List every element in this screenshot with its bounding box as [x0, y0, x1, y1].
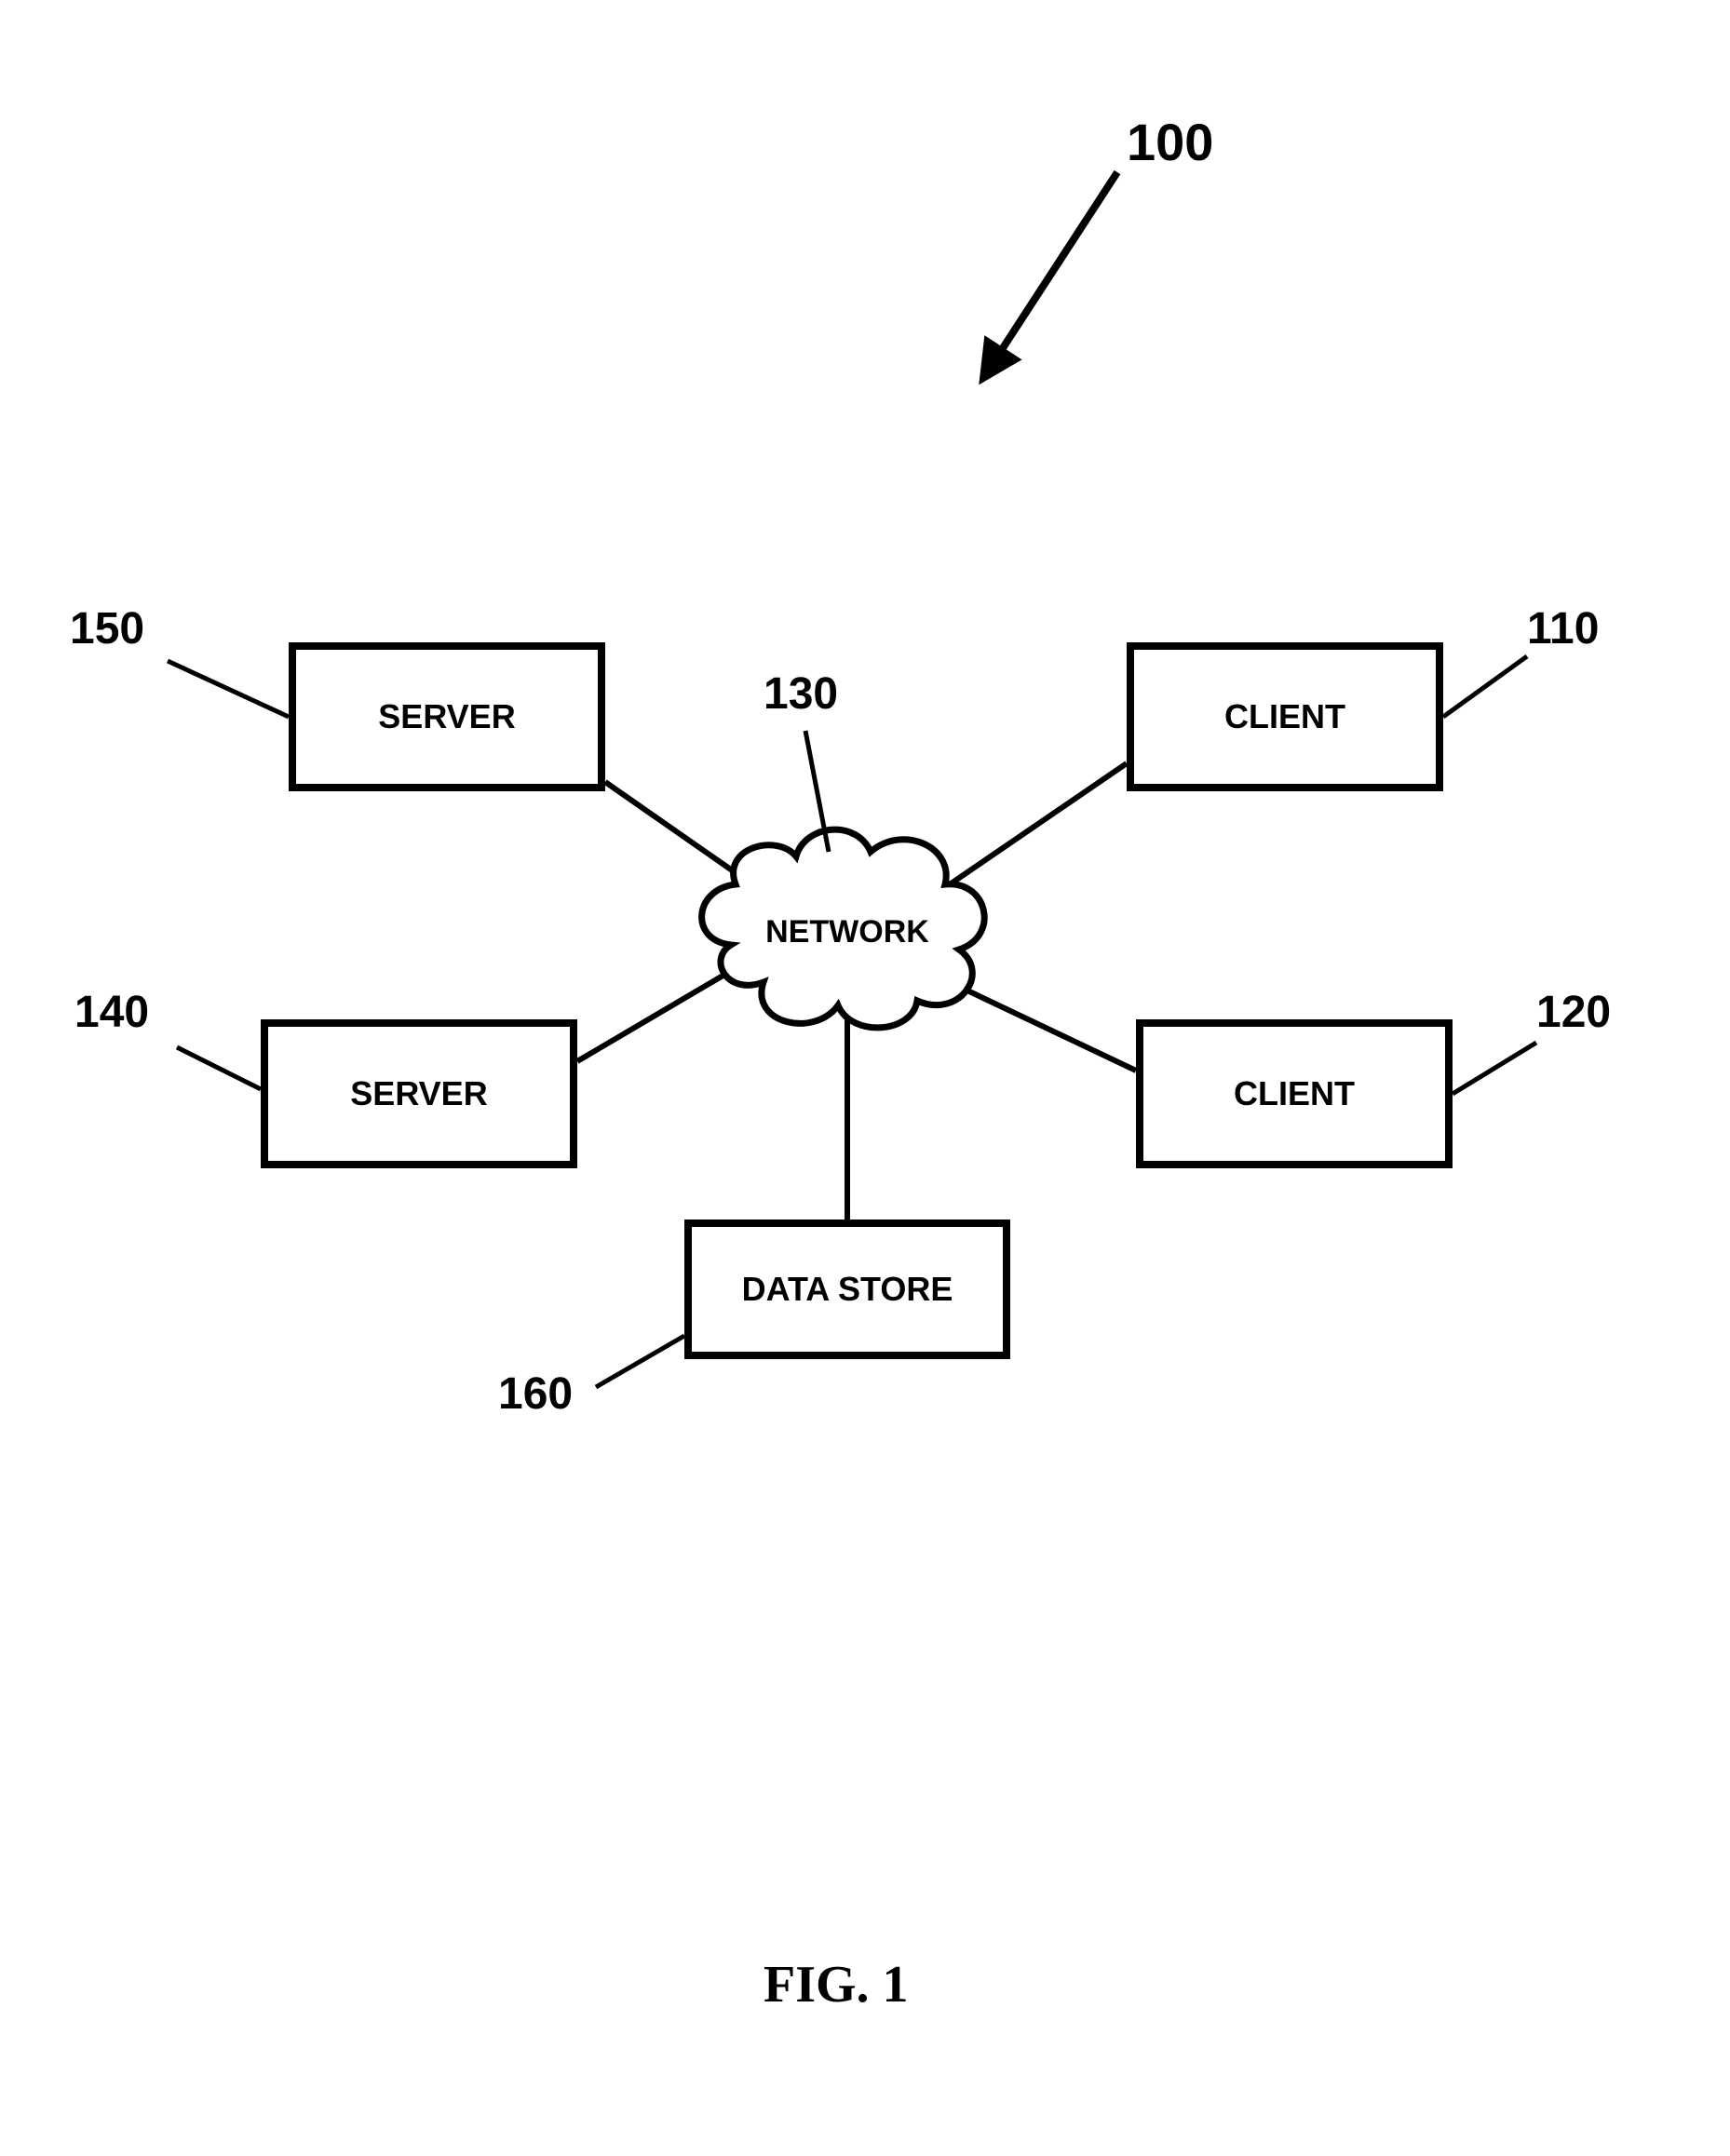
figure-caption: FIG. 1 [764, 1955, 909, 2015]
diagram-canvas: NETWORK SERVER SERVER CLIENT CLIENT DATA… [0, 0, 1730, 2156]
ref-label-130: 130 [764, 668, 838, 720]
ref-label-100: 100 [1127, 112, 1213, 172]
node-client1-label: CLIENT [1224, 697, 1345, 736]
node-client2-label: CLIENT [1234, 1074, 1355, 1113]
node-datastore-label: DATA STORE [742, 1270, 953, 1309]
ref-label-110: 110 [1527, 603, 1599, 654]
ref-label-120: 120 [1536, 987, 1611, 1038]
svg-text:NETWORK: NETWORK [765, 914, 929, 950]
diagram-svg: NETWORK [0, 0, 1730, 2156]
node-datastore: DATA STORE [684, 1219, 1010, 1359]
ref-label-160: 160 [498, 1368, 573, 1420]
node-server2-label: SERVER [350, 1074, 487, 1113]
node-client2: CLIENT [1136, 1019, 1453, 1168]
node-client1: CLIENT [1127, 642, 1443, 791]
ref-label-150: 150 [70, 603, 144, 654]
node-server1-label: SERVER [378, 697, 515, 736]
ref-label-140: 140 [74, 987, 149, 1038]
figure-caption-text: FIG. 1 [764, 1956, 909, 2014]
node-server1: SERVER [289, 642, 605, 791]
node-server2: SERVER [261, 1019, 577, 1168]
